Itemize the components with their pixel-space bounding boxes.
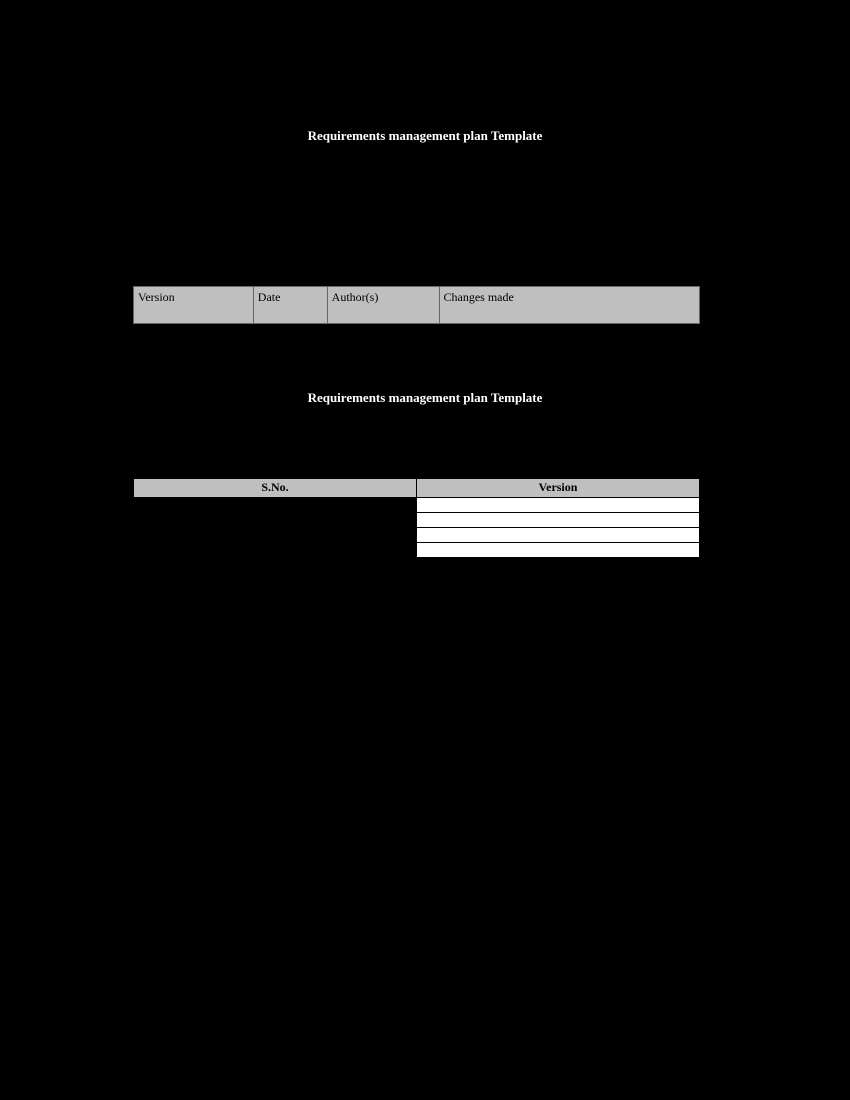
version-cell [417,528,700,543]
sno-cell [134,498,417,513]
version-cell [417,498,700,513]
sno-cell [134,513,417,528]
sno-table-body [134,498,700,558]
sno-table: S.No. Version [133,478,700,558]
page-title: Requirements management plan Template [0,128,850,144]
sno-col-version: Version [417,479,700,498]
table-row [134,543,700,558]
table-row [134,528,700,543]
version-cell [417,513,700,528]
table-row [134,513,700,528]
table-row [134,498,700,513]
history-col-date: Date [253,287,327,324]
history-table: Version Date Author(s) Changes made [133,286,700,324]
history-col-version: Version [134,287,254,324]
version-cell [417,543,700,558]
sno-table-header-row: S.No. Version [134,479,700,498]
sno-cell [134,543,417,558]
history-col-author: Author(s) [327,287,439,324]
sno-col-sno: S.No. [134,479,417,498]
sub-title: Requirements management plan Template [0,390,850,406]
history-col-changes: Changes made [439,287,699,324]
sno-cell [134,528,417,543]
history-table-header-row: Version Date Author(s) Changes made [134,287,700,324]
